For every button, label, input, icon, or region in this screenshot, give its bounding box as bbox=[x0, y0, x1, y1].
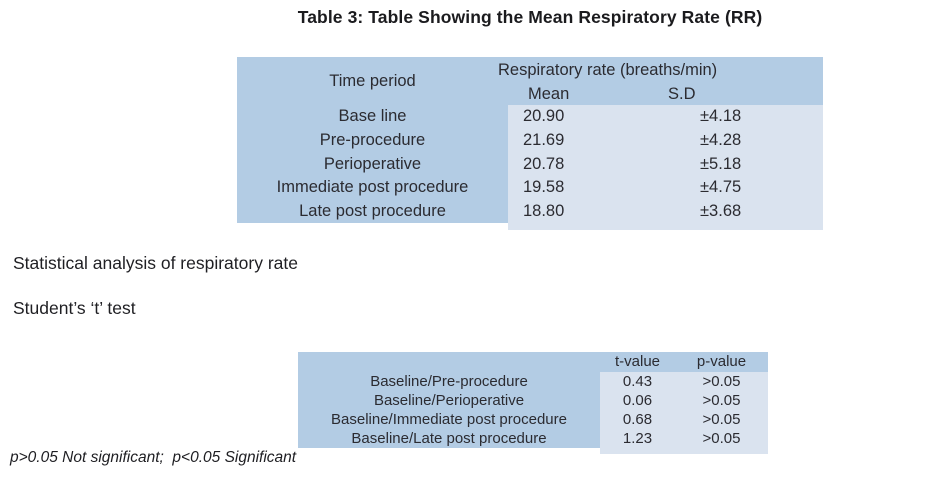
table-bottom-padding-row bbox=[298, 448, 768, 454]
sd-cell: ±4.28 bbox=[655, 128, 824, 153]
subsection-heading: Student’s ‘t’ test bbox=[13, 298, 136, 318]
mean-cell: 19.58 bbox=[508, 175, 655, 200]
tvalue-header-cell: t-value bbox=[600, 352, 675, 372]
period-cell: Perioperative bbox=[237, 152, 508, 176]
comparison-cell: Baseline/Immediate post procedure bbox=[298, 410, 600, 429]
mean-cell: 21.69 bbox=[508, 128, 655, 153]
time-period-header-cell: Time period bbox=[237, 57, 508, 105]
page-title: Table 3: Table Showing the Mean Respirat… bbox=[297, 7, 763, 27]
mean-cell: 20.90 bbox=[508, 105, 655, 129]
spacer-cell bbox=[508, 222, 655, 230]
table-row: Late post procedure 18.80 ±3.68 bbox=[237, 199, 824, 223]
respiratory-rate-group-header-cell: Respiratory rate (breaths/min) bbox=[498, 57, 824, 83]
comparison-cell: Baseline/Pre-procedure bbox=[298, 372, 600, 391]
table-subheader-row: Mean S.D bbox=[237, 83, 824, 105]
table-row: Baseline/Perioperative 0.06 >0.05 bbox=[298, 391, 768, 410]
period-cell: Late post procedure bbox=[237, 199, 508, 223]
table-row: Base line 20.90 ±4.18 bbox=[237, 105, 824, 129]
pvalue-cell: >0.05 bbox=[675, 372, 768, 391]
respiratory-rate-table: Time period Respiratory rate (breaths/mi… bbox=[237, 57, 824, 230]
mean-header-cell: Mean bbox=[508, 83, 655, 105]
table-row: Perioperative 20.78 ±5.18 bbox=[237, 152, 824, 176]
mean-cell: 18.80 bbox=[508, 199, 655, 223]
tvalue-cell: 0.43 bbox=[600, 372, 675, 391]
pvalue-cell: >0.05 bbox=[675, 410, 768, 429]
spacer-cell bbox=[655, 222, 824, 230]
ttest-table: t-value p-value Baseline/Pre-procedure 0… bbox=[298, 352, 768, 454]
comparison-cell: Baseline/Perioperative bbox=[298, 391, 600, 410]
tvalue-cell: 0.68 bbox=[600, 410, 675, 429]
blank-header-cell bbox=[298, 352, 600, 372]
table-row: Baseline/Pre-procedure 0.43 >0.05 bbox=[298, 372, 768, 391]
sd-cell: ±4.75 bbox=[655, 175, 824, 200]
pvalue-cell: >0.05 bbox=[675, 391, 768, 410]
mean-cell: 20.78 bbox=[508, 152, 655, 176]
sd-cell: ±3.68 bbox=[655, 199, 824, 223]
pvalue-header-cell: p-value bbox=[675, 352, 768, 372]
spacer-cell bbox=[298, 448, 600, 454]
period-cell: Base line bbox=[237, 105, 508, 129]
table-row: Pre-procedure 21.69 ±4.28 bbox=[237, 128, 824, 153]
tvalue-cell: 1.23 bbox=[600, 429, 675, 448]
table-row: Baseline/Late post procedure 1.23 >0.05 bbox=[298, 429, 768, 448]
comparison-cell: Baseline/Late post procedure bbox=[298, 429, 600, 448]
tvalue-cell: 0.06 bbox=[600, 391, 675, 410]
table-header-row: Time period Respiratory rate (breaths/mi… bbox=[237, 57, 824, 105]
pvalue-cell: >0.05 bbox=[675, 429, 768, 448]
spacer-cell bbox=[237, 223, 508, 230]
spacer-cell bbox=[600, 448, 675, 454]
section-heading: Statistical analysis of respiratory rate bbox=[13, 253, 298, 273]
spacer-cell bbox=[675, 448, 768, 454]
sd-header-cell: S.D bbox=[655, 83, 824, 105]
period-cell: Pre-procedure bbox=[237, 128, 508, 153]
table-row: Immediate post procedure 19.58 ±4.75 bbox=[237, 175, 824, 200]
table-row: Baseline/Immediate post procedure 0.68 >… bbox=[298, 410, 768, 429]
sd-cell: ±4.18 bbox=[655, 105, 824, 129]
table-bottom-padding-row bbox=[237, 222, 824, 230]
table-header-row: t-value p-value bbox=[298, 352, 768, 372]
period-cell: Immediate post procedure bbox=[237, 175, 508, 200]
significance-footnote: p>0.05 Not significant; p<0.05 Significa… bbox=[10, 449, 297, 466]
sd-cell: ±5.18 bbox=[655, 152, 824, 176]
